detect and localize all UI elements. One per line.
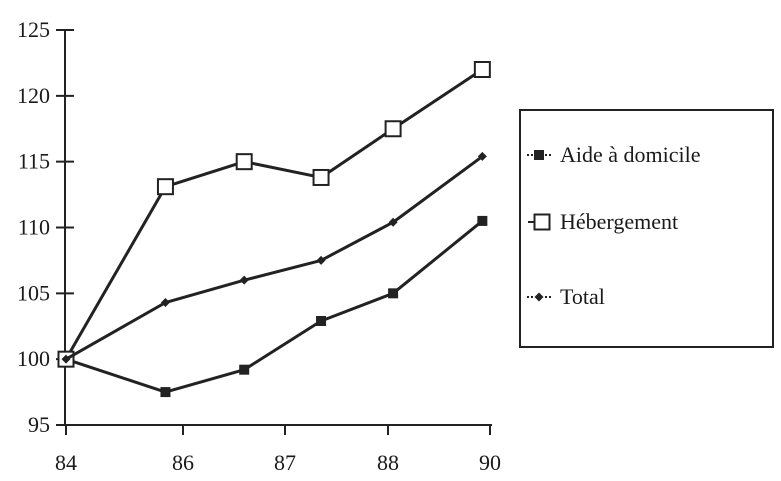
y-tick-label: 120 [17, 83, 50, 108]
marker-diamond [534, 292, 544, 302]
marker-filled-square [316, 315, 327, 326]
marker-filled-square [239, 364, 250, 375]
marker-open-square [533, 213, 551, 231]
series-line [65, 219, 484, 394]
marker-diamond [160, 298, 170, 308]
x-tick-label: 86 [172, 450, 194, 475]
marker-filled-square [534, 150, 544, 160]
series-line [64, 68, 484, 360]
y-tick-label: 100 [17, 346, 50, 371]
y-tick-label: 110 [18, 215, 50, 240]
marker-filled-square [160, 387, 171, 398]
legend-label: Total [560, 284, 605, 309]
marker-filled-square [477, 215, 488, 226]
marker-open-square [384, 120, 402, 138]
marker-open-square [235, 153, 253, 171]
x-tick-label: 88 [377, 450, 399, 475]
x-tick-label: 87 [274, 450, 296, 475]
legend-item: Aide à domicile [527, 142, 701, 167]
legend-box [519, 109, 774, 348]
marker-diamond [477, 151, 487, 161]
marker-open-square [473, 61, 491, 78]
marker-open-square [156, 178, 174, 196]
chart-axes: 95 100 105 110 115 120 125 84 86 87 88 90 [17, 17, 501, 475]
y-tick-label: 105 [17, 280, 50, 305]
marker-open-square [312, 168, 330, 186]
series-1 [57, 61, 491, 368]
legend-item: Hébergement [528, 209, 678, 234]
legend-item: Total [527, 284, 605, 309]
marker-diamond [239, 275, 249, 285]
marker-filled-square [388, 288, 399, 299]
series-2 [61, 151, 487, 364]
legend-label: Hébergement [560, 209, 678, 234]
marker-diamond [61, 354, 71, 364]
series-0 [61, 215, 488, 398]
y-tick-label: 125 [17, 17, 50, 42]
marker-diamond [388, 217, 398, 227]
series-line [65, 155, 484, 361]
y-tick-label: 95 [28, 412, 50, 437]
y-tick-label: 115 [18, 149, 50, 174]
x-tick-label: 90 [479, 450, 501, 475]
chart-series [57, 61, 491, 398]
chart-legend: Aide à domicile Hébergement Total [519, 109, 774, 348]
marker-diamond [316, 255, 326, 265]
legend-label: Aide à domicile [560, 142, 701, 167]
x-tick-label: 84 [55, 450, 77, 475]
